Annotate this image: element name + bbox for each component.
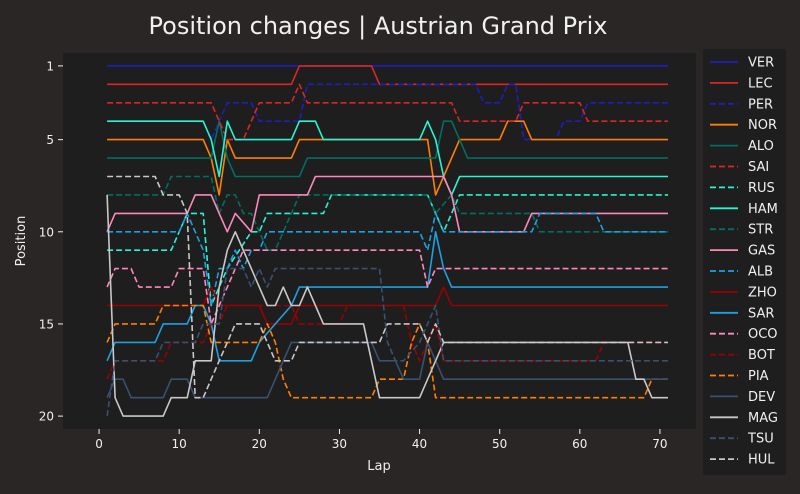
y-tick-label: 20 [39, 410, 54, 424]
legend-item-tsu: TSU [710, 432, 774, 447]
legend-item-ver: VER [710, 56, 774, 71]
series-line-hul [107, 175, 668, 399]
legend-item-oco: OCO [710, 327, 778, 342]
series-line-gas [106, 175, 668, 233]
legend-item-hul: HUL [710, 453, 775, 468]
legend-item-ham: HAM [710, 202, 778, 217]
legend-item-rus: RUS [710, 181, 775, 196]
x-axis: 0 10 20 30 40 50 60 70 [95, 429, 668, 451]
legend: VER LEC PER NOR ALO SAI RUS HAM STR GAS ALB ZHO SAR O… [703, 49, 786, 475]
legend-label: ZHO [748, 285, 777, 300]
plot-area [63, 53, 696, 429]
legend-label: HUL [748, 453, 775, 468]
series-line-per [107, 83, 668, 141]
y-tick-label: 1 [46, 59, 54, 73]
legend-item-nor: NOR [710, 118, 777, 133]
legend-label: SAR [748, 306, 774, 321]
x-tick-label: 20 [252, 437, 267, 451]
legend-item-str: STR [710, 223, 773, 238]
legend-label: SAI [748, 160, 769, 175]
legend-item-bot: BOT [710, 348, 775, 363]
series-line-sai [107, 83, 668, 141]
series-line-oco [106, 249, 668, 325]
legend-item-gas: GAS [710, 244, 775, 259]
legend-label: OCO [748, 327, 778, 342]
y-tick-label: 15 [39, 317, 54, 331]
legend-label: STR [748, 223, 773, 238]
legend-item-sai: SAI [710, 160, 769, 175]
series-line-alo [107, 120, 668, 178]
legend-box [703, 49, 786, 475]
series-line-nor [107, 120, 668, 196]
series-line-dev [106, 341, 668, 399]
x-tick-label: 10 [172, 437, 187, 451]
legend-label: MAG [748, 411, 778, 426]
legend-item-alb: ALB [710, 265, 773, 280]
legend-label: ALO [748, 139, 774, 154]
legend-item-alo: ALO [710, 139, 774, 154]
legend-item-dev: DEV [710, 390, 775, 405]
legend-label: VER [748, 56, 774, 71]
legend-label: HAM [748, 202, 778, 217]
legend-label: LEC [748, 76, 773, 91]
chart-title: Position changes | Austrian Grand Prix [149, 12, 608, 40]
series-lines [106, 65, 668, 417]
legend-label: ALB [748, 265, 773, 280]
x-tick-label: 50 [492, 437, 507, 451]
legend-label: RUS [748, 181, 775, 196]
x-tick-label: 30 [332, 437, 347, 451]
plot-background [63, 53, 696, 429]
x-tick-label: 70 [652, 437, 667, 451]
x-tick-label: 0 [95, 437, 103, 451]
legend-label: GAS [748, 244, 775, 259]
legend-item-per: PER [710, 97, 773, 112]
legend-label: BOT [748, 348, 775, 363]
legend-label: DEV [748, 390, 775, 405]
legend-item-lec: LEC [710, 76, 773, 91]
x-axis-label: Lap [367, 459, 390, 474]
series-line-sar [106, 231, 668, 362]
legend-label: NOR [748, 118, 777, 133]
legend-item-sar: SAR [710, 306, 774, 321]
series-line-mag [106, 194, 668, 417]
series-line-tsu [106, 267, 668, 417]
x-tick-label: 40 [412, 437, 427, 451]
legend-label: TSU [747, 432, 774, 447]
x-tick-label: 60 [572, 437, 587, 451]
series-line-rus [107, 194, 668, 307]
legend-item-mag: MAG [710, 411, 778, 426]
legend-item-pia: PIA [710, 369, 769, 384]
y-tick-label: 5 [46, 133, 54, 147]
legend-item-zho: ZHO [710, 285, 777, 300]
series-line-pia [106, 304, 668, 399]
y-axis-label: Position [14, 216, 29, 267]
y-tick-label: 10 [39, 225, 54, 239]
legend-label: PIA [748, 369, 769, 384]
legend-label: PER [748, 97, 773, 112]
